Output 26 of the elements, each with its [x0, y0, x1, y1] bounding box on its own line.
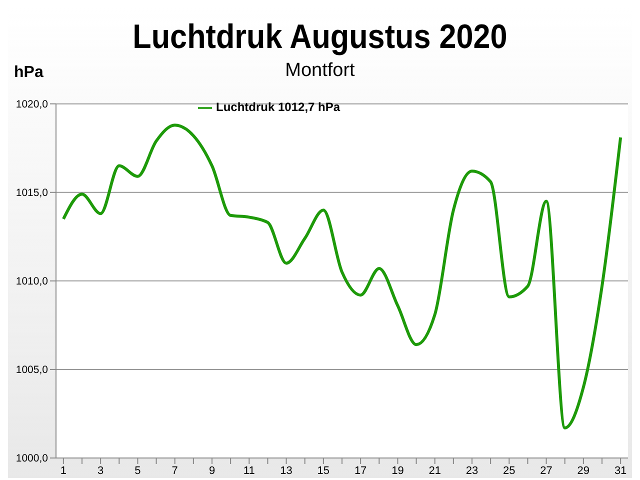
y-tick-label: 1000,0: [16, 452, 48, 465]
x-tick-label: 7: [172, 464, 178, 477]
chart-title: Luchtdruk Augustus 2020: [132, 18, 508, 57]
legend-label: Luchtdruk 1012,7 hPa: [216, 100, 340, 114]
x-tick-label: 15: [317, 464, 330, 477]
x-tick-label: 11: [243, 464, 255, 477]
x-tick-label: 9: [208, 464, 216, 477]
x-tick-label: 31: [614, 464, 627, 477]
x-tick-label: 29: [577, 464, 590, 477]
y-axis-title: hPa: [14, 64, 44, 82]
x-tick-label: 25: [503, 464, 516, 477]
x-tick-label: 1: [60, 464, 66, 477]
y-tick-label: 1015,0: [16, 187, 48, 200]
x-tick-label: 3: [98, 464, 104, 477]
x-tick-label: 17: [354, 464, 367, 477]
y-tick-label: 1005,0: [16, 364, 48, 376]
x-tick-label: 27: [540, 464, 552, 477]
x-tick-label: 5: [134, 464, 141, 477]
y-tick-label: 1020,0: [16, 98, 48, 111]
chart-subtitle: Montfort: [285, 60, 355, 81]
x-tick-label: 19: [392, 464, 404, 477]
x-tick-label: 13: [280, 464, 292, 477]
x-tick-label: 23: [466, 464, 478, 477]
x-tick-label: 21: [428, 464, 441, 477]
line-series: [62, 124, 622, 430]
y-tick-label: 1010,0: [16, 276, 48, 288]
